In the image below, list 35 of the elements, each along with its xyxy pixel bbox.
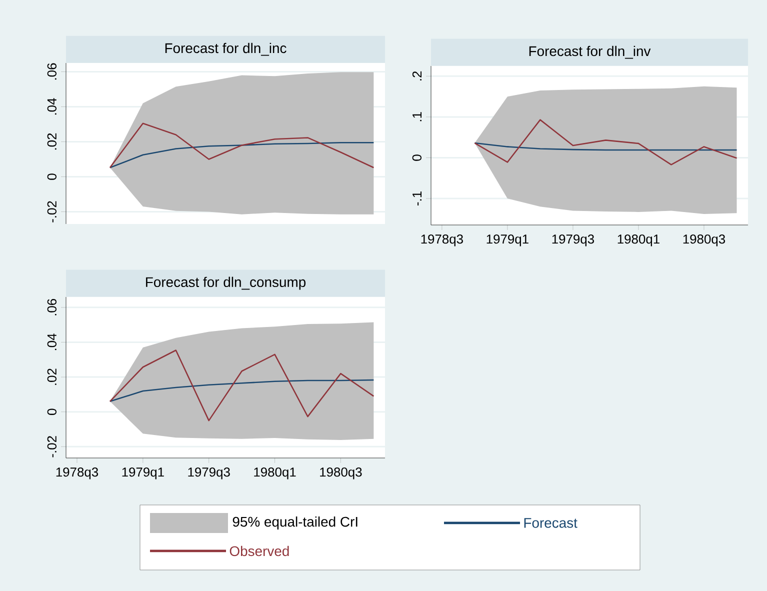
text: Observed (230, 546, 289, 556)
y-tick-label: .04 (47, 334, 56, 350)
y-tick-label: .06 (47, 298, 56, 316)
x-tick-label: 1980q1 (618, 234, 660, 246)
line-series (109, 379, 374, 402)
x-tick-label: 1979q3 (552, 234, 594, 246)
x-tick-label: 1980q3 (320, 468, 362, 480)
text: 95% equal-tailed CrI (232, 516, 358, 530)
text: Forecast (524, 518, 578, 528)
x-tick-label: 1979q1 (486, 234, 528, 246)
line-series (474, 119, 738, 166)
x-tick-label: 1980q3 (683, 234, 726, 246)
y-tick-label: 0 (412, 154, 422, 161)
y-tick-label: 0 (47, 408, 56, 415)
y-tick-label: .04 (47, 98, 56, 115)
chart-title: Forecast for dln_consump (146, 276, 306, 290)
y-tick-label: -.02 (47, 436, 56, 458)
y-tick-label: .06 (47, 63, 56, 80)
y-tick-label: 0 (47, 174, 56, 180)
x-tick-label: 1980q1 (254, 468, 296, 480)
chart-title: Forecast for dln_inc (165, 42, 286, 56)
chart-title: Forecast for dln_inv (529, 46, 651, 59)
line-series (109, 142, 374, 168)
y-tick-label: -.1 (412, 192, 422, 206)
x-tick-label: 1979q1 (122, 468, 164, 480)
y-tick-label: .2 (412, 71, 422, 80)
y-tick-label: .02 (47, 133, 56, 150)
x-tick-label: 1978q3 (421, 234, 463, 246)
y-tick-label: -.02 (47, 201, 56, 222)
line-series (109, 122, 374, 168)
x-tick-label: 1979q3 (188, 468, 230, 480)
x-tick-label: 1978q3 (56, 468, 98, 480)
y-tick-label: .02 (47, 368, 56, 385)
y-tick-label: .1 (412, 112, 422, 122)
line-series (109, 350, 374, 422)
